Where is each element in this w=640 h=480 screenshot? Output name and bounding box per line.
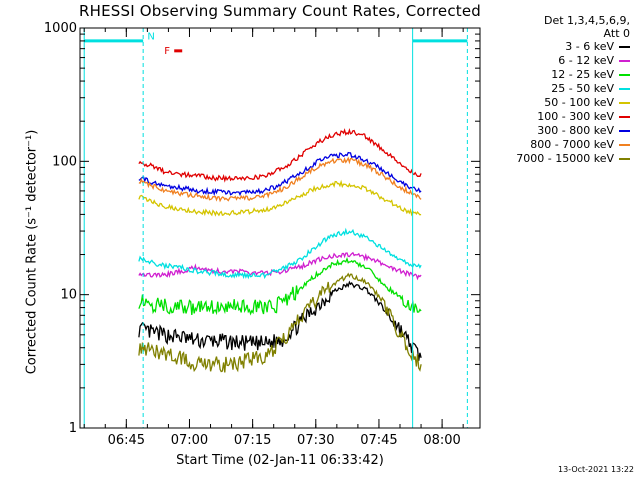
series-line <box>138 256 422 316</box>
legend-swatch <box>619 60 630 62</box>
legend-swatch <box>619 144 630 146</box>
chart-series-layer <box>138 128 422 373</box>
y-axis-label: Corrected Count Rate (s⁻¹ detector⁻¹) <box>24 129 40 375</box>
x-axis-label: Start Time (02-Jan-11 06:33:42) <box>176 453 384 468</box>
chart-ticks-layer: 1 10 100 1000 06:45 07:00 07:15 07:30 07:45 08:00 <box>44 21 480 448</box>
y-tick-label: 100 <box>52 154 77 169</box>
footer-timestamp: 13-Oct-2021 13:22 <box>558 465 634 474</box>
legend-entry-label: 25 - 50 keV <box>551 82 614 95</box>
series-line <box>138 227 422 280</box>
legend-swatch <box>619 158 630 160</box>
legend-entry: 7000 - 15000 keV <box>516 152 630 166</box>
legend-entry-label: 12 - 25 keV <box>551 68 614 81</box>
legend-entry-label: 7000 - 15000 keV <box>516 152 614 165</box>
legend-header-line-2: Att 0 <box>603 27 630 40</box>
y-tick-label: 10 <box>60 288 77 303</box>
legend-swatch <box>619 46 630 48</box>
legend-entry: 300 - 800 keV <box>516 124 630 138</box>
series-line <box>138 156 422 203</box>
x-tick-label: 07:45 <box>360 433 397 448</box>
series-line <box>138 251 422 281</box>
legend-entry-label: 50 - 100 keV <box>544 96 614 109</box>
legend-entry: 12 - 25 keV <box>516 68 630 82</box>
flag-label: F <box>164 46 170 57</box>
legend-swatch <box>619 102 630 104</box>
legend-entry-label: 800 - 7000 keV <box>530 138 614 151</box>
legend-entry: 25 - 50 keV <box>516 82 630 96</box>
x-tick-label: 06:45 <box>108 433 145 448</box>
chart-flags-layer: NF <box>83 28 468 428</box>
legend-swatch <box>619 130 630 132</box>
x-tick-label: 07:30 <box>297 433 334 448</box>
legend-swatch <box>619 116 630 118</box>
legend-entry-label: 100 - 300 keV <box>537 110 614 123</box>
flag-label: N <box>147 31 154 42</box>
series-line <box>138 179 422 217</box>
series-line <box>138 272 422 373</box>
legend-swatch <box>619 88 630 90</box>
legend-entry: 6 - 12 keV <box>516 54 630 68</box>
legend-header-line-1: Det 1,3,4,5,6,9, <box>543 14 630 27</box>
legend-entry-label: 300 - 800 keV <box>537 124 614 137</box>
x-tick-label: 08:00 <box>423 433 460 448</box>
legend-entry: 50 - 100 keV <box>516 96 630 110</box>
legend-entry-label: 6 - 12 keV <box>558 54 614 67</box>
series-line <box>138 280 422 361</box>
chart-title: RHESSI Observing Summary Count Rates, Co… <box>78 2 481 20</box>
legend-entry-label: 3 - 6 keV <box>565 40 614 53</box>
legend-entry: 100 - 300 keV <box>516 110 630 124</box>
legend-entries: 3 - 6 keV 6 - 12 keV 12 - 25 keV 25 - 50 ke… <box>516 40 630 166</box>
x-tick-label: 07:15 <box>234 433 271 448</box>
x-tick-label: 07:00 <box>171 433 208 448</box>
legend-entry: 800 - 7000 keV <box>516 138 630 152</box>
y-tick-label: 1 <box>69 421 77 436</box>
y-tick-label: 1000 <box>44 21 77 36</box>
plot-frame <box>79 27 481 429</box>
legend-entry: 3 - 6 keV <box>516 40 630 54</box>
chart-legend: Det 1,3,4,5,6,9, Att 0 3 - 6 keV 6 - 12 k… <box>516 14 630 166</box>
series-line <box>138 128 422 183</box>
legend-swatch <box>619 74 630 76</box>
